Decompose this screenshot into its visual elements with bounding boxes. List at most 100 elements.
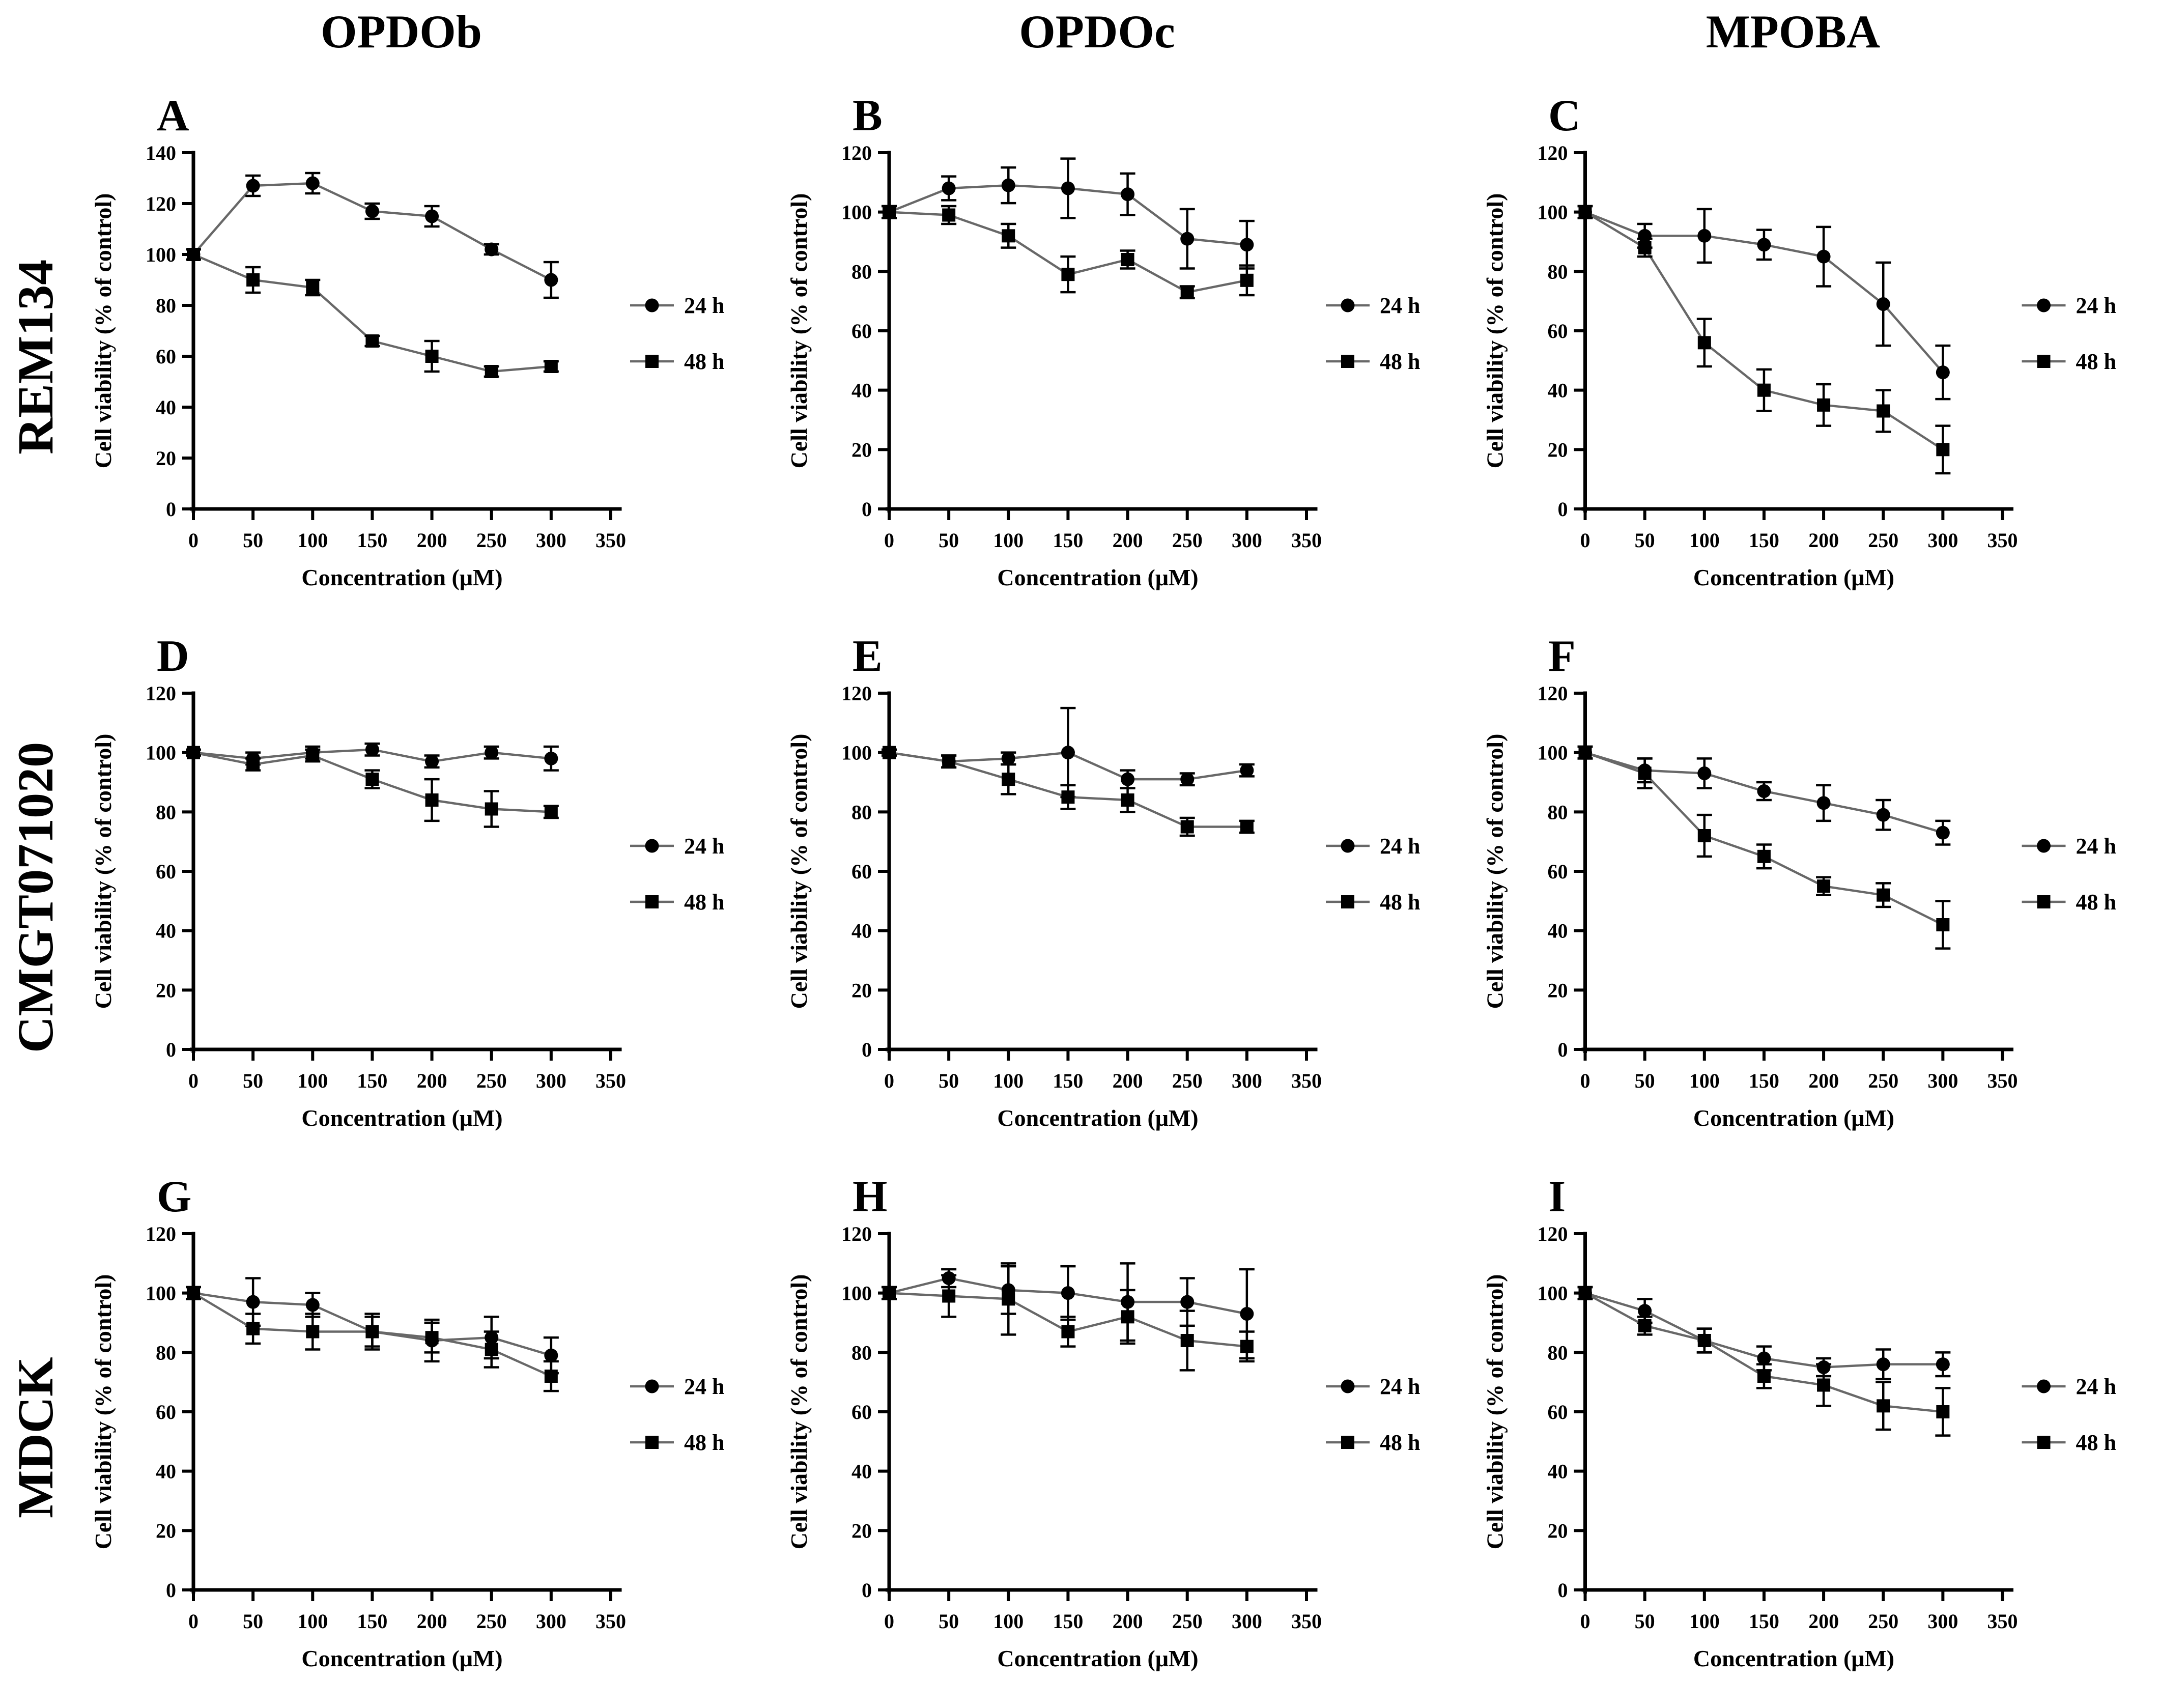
svg-text:60: 60 (851, 320, 872, 343)
svg-text:48 h: 48 h (2076, 1430, 2116, 1455)
y-axis-title: Cell viability (% of control) (1482, 734, 1508, 1009)
svg-text:50: 50 (243, 1610, 263, 1633)
x-axis-ticks: 0 50 100 150 200 250 300 350 (1580, 509, 2018, 552)
panel-letter-e: E (853, 632, 883, 681)
svg-text:50: 50 (939, 1069, 959, 1092)
svg-text:24 h: 24 h (1380, 834, 1420, 859)
svg-text:100: 100 (297, 529, 328, 552)
y-axis-title: Cell viability (% of control) (786, 734, 812, 1009)
svg-text:200: 200 (417, 1069, 447, 1092)
series-48h (1577, 745, 1951, 950)
svg-text:120: 120 (1538, 1222, 1568, 1245)
svg-text:100: 100 (993, 1610, 1024, 1633)
svg-text:250: 250 (476, 1069, 507, 1092)
svg-text:0: 0 (862, 1579, 872, 1602)
svg-text:0: 0 (166, 1038, 176, 1061)
svg-text:150: 150 (357, 1069, 387, 1092)
panel-h: H 0 20 40 60 80 100 120 0 50 100 150 200 250 300 350 Co… (767, 1168, 1463, 1708)
series-24h (1577, 745, 1951, 846)
svg-text:200: 200 (1113, 1069, 1143, 1092)
svg-text:300: 300 (1927, 529, 1958, 552)
column-title-mpoba: MPOBA (1706, 6, 1881, 58)
svg-text:40: 40 (1548, 920, 1568, 943)
svg-text:0: 0 (862, 498, 872, 521)
series-24h (882, 706, 1255, 799)
y-axis-ticks: 0 20 40 60 80 100 120 (1538, 141, 1585, 521)
svg-text:0: 0 (1558, 498, 1568, 521)
svg-text:50: 50 (939, 1610, 959, 1633)
legend: 24 h 48 h (1326, 1374, 1420, 1455)
svg-text:80: 80 (156, 1341, 176, 1364)
panel-g: G 0 20 40 60 80 100 120 0 50 100 150 200 250 300 350 Co… (71, 1168, 767, 1708)
legend: 24 h 48 h (2022, 834, 2116, 915)
svg-text:100: 100 (297, 1610, 328, 1633)
svg-text:150: 150 (1053, 1610, 1083, 1633)
y-axis-ticks: 0 20 40 60 80 100 120 (841, 1222, 889, 1602)
svg-text:250: 250 (1172, 1610, 1203, 1633)
panel-letter-g: G (157, 1172, 192, 1221)
svg-text:200: 200 (1113, 1610, 1143, 1633)
panel-letter-c: C (1548, 91, 1581, 140)
svg-text:100: 100 (297, 1069, 328, 1092)
svg-text:80: 80 (156, 294, 176, 317)
panel-letter-d: D (157, 632, 189, 681)
svg-text:20: 20 (156, 447, 176, 470)
svg-text:24 h: 24 h (2076, 834, 2116, 859)
svg-text:24 h: 24 h (2076, 1374, 2116, 1399)
svg-text:150: 150 (357, 529, 387, 552)
svg-text:100: 100 (841, 742, 872, 764)
chart-svg-b: 0 20 40 60 80 100 120 0 50 100 150 200 250 300 350 Conc… (786, 141, 1420, 590)
svg-text:24 h: 24 h (684, 1374, 724, 1399)
svg-text:200: 200 (1808, 1069, 1839, 1092)
x-axis-title: Concentration (μM) (1693, 564, 1894, 590)
svg-text:24 h: 24 h (1380, 293, 1420, 318)
svg-text:0: 0 (166, 498, 176, 521)
svg-text:20: 20 (156, 979, 176, 1002)
panel-letter-i: I (1548, 1172, 1566, 1221)
svg-text:50: 50 (939, 529, 959, 552)
svg-text:40: 40 (156, 920, 176, 943)
svg-text:350: 350 (1291, 1069, 1322, 1092)
series-48h (186, 1286, 559, 1392)
chart-svg-a: 0 20 40 60 80 100 120 140 0 50 100 150 200 250 300 350 C… (90, 141, 724, 590)
series-48h (1577, 205, 1951, 475)
svg-text:24 h: 24 h (2076, 293, 2116, 318)
svg-text:200: 200 (1808, 1610, 1839, 1633)
y-axis-title: Cell viability (% of control) (90, 193, 116, 469)
svg-text:0: 0 (188, 1069, 198, 1092)
svg-text:0: 0 (188, 1610, 198, 1633)
svg-text:20: 20 (1548, 438, 1568, 461)
svg-text:60: 60 (851, 860, 872, 883)
x-axis-ticks: 0 50 100 150 200 250 300 350 (188, 1049, 626, 1092)
chart-svg-i: 0 20 40 60 80 100 120 0 50 100 150 200 250 300 350 Conc… (1482, 1222, 2116, 1671)
svg-text:0: 0 (1580, 529, 1590, 552)
x-axis-ticks: 0 50 100 150 200 250 300 350 (188, 1590, 626, 1633)
svg-text:150: 150 (357, 1610, 387, 1633)
svg-text:100: 100 (993, 529, 1024, 552)
svg-text:40: 40 (1548, 1460, 1568, 1483)
svg-text:120: 120 (841, 141, 872, 164)
svg-text:120: 120 (1538, 682, 1568, 705)
svg-text:350: 350 (1987, 1069, 2018, 1092)
series-24h (186, 742, 559, 772)
panel-letter-f: F (1548, 632, 1576, 681)
svg-text:48 h: 48 h (684, 349, 724, 374)
svg-text:350: 350 (1291, 529, 1322, 552)
svg-text:60: 60 (1548, 1401, 1568, 1424)
y-axis-title: Cell viability (% of control) (90, 1274, 116, 1550)
svg-text:60: 60 (156, 860, 176, 883)
row-label-rem134: REM134 (7, 259, 64, 454)
svg-text:60: 60 (851, 1401, 872, 1424)
svg-text:250: 250 (1172, 1069, 1203, 1092)
svg-text:0: 0 (1558, 1038, 1568, 1061)
chart-svg-f: 0 20 40 60 80 100 120 0 50 100 150 200 250 300 350 Conc… (1482, 682, 2116, 1131)
x-axis-ticks: 0 50 100 150 200 250 300 350 (884, 1049, 1322, 1092)
svg-text:24 h: 24 h (684, 834, 724, 859)
svg-text:50: 50 (1635, 1610, 1655, 1633)
panel-letter-h: H (853, 1172, 888, 1221)
svg-text:150: 150 (1053, 1069, 1083, 1092)
svg-text:80: 80 (1548, 801, 1568, 823)
axes (190, 151, 622, 513)
svg-text:20: 20 (851, 1519, 872, 1542)
